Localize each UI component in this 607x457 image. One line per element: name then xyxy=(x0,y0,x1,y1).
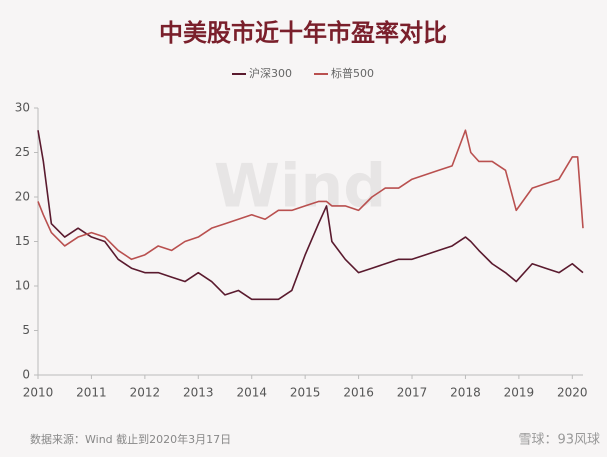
y-tick-label: 20 xyxy=(15,190,30,204)
y-tick-label: 5 xyxy=(22,323,30,337)
x-tick-label: 2011 xyxy=(76,386,107,400)
x-tick-label: 2015 xyxy=(290,386,321,400)
legend-label: 沪深300 xyxy=(249,66,292,80)
x-tick-label: 2010 xyxy=(23,386,54,400)
x-tick-label: 2012 xyxy=(130,386,161,400)
chart-title: 中美股市近十年市盈率对比 xyxy=(159,19,447,47)
x-tick-label: 2014 xyxy=(236,386,267,400)
y-tick-label: 30 xyxy=(15,101,30,115)
credit: 雪球：93风球 xyxy=(518,433,600,448)
x-tick-label: 2020 xyxy=(557,386,588,400)
x-tick-label: 2016 xyxy=(343,386,374,400)
series-line xyxy=(37,129,584,261)
y-tick-label: 25 xyxy=(15,145,30,159)
y-tick-label: 10 xyxy=(15,279,30,293)
y-tick-label: 15 xyxy=(15,234,30,248)
x-tick-label: 2013 xyxy=(183,386,214,400)
legend-label: 标普500 xyxy=(331,66,374,80)
series-line xyxy=(37,130,584,301)
x-tick-label: 2017 xyxy=(397,386,428,400)
y-tick-label: 0 xyxy=(22,368,30,382)
source-note: 数据来源：Wind 截止到2020年3月17日 xyxy=(30,432,231,446)
watermark: Wind xyxy=(214,152,386,222)
x-tick-label: 2018 xyxy=(450,386,481,400)
x-tick-label: 2019 xyxy=(504,386,535,400)
